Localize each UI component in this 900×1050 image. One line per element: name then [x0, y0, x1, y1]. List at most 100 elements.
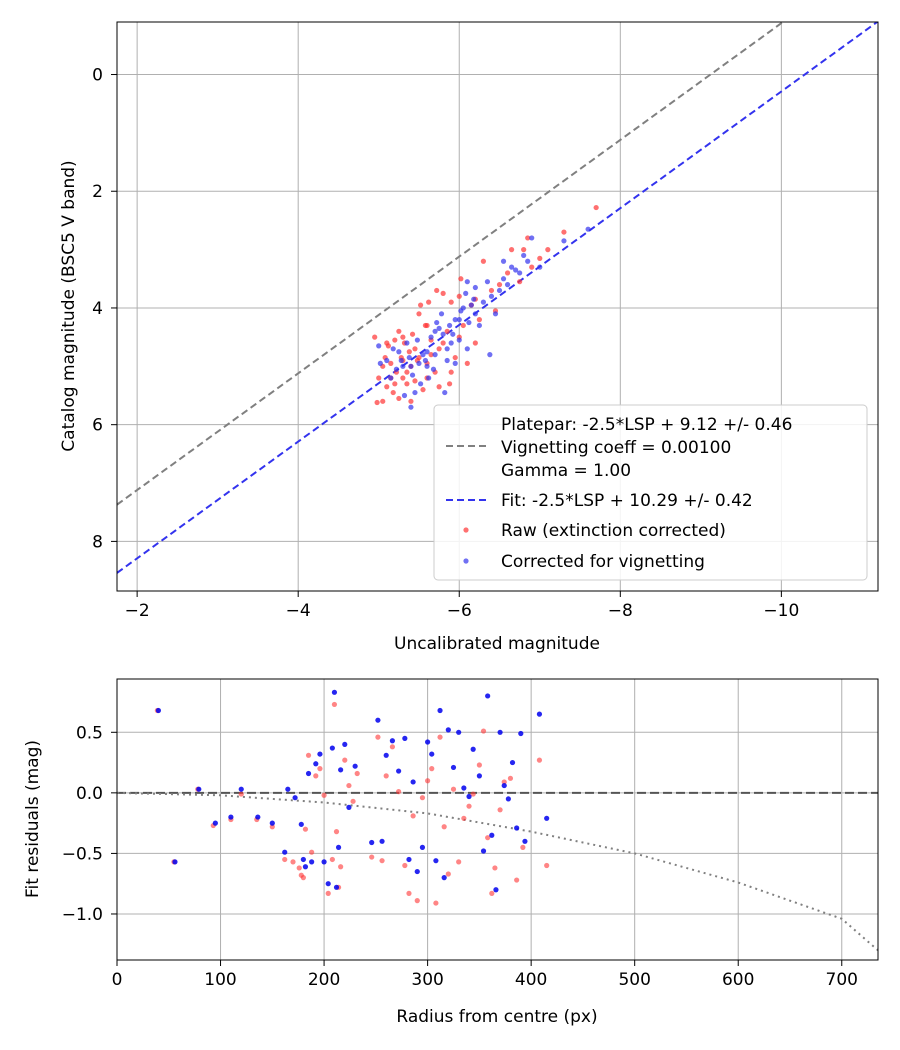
raw-residual-point: [302, 826, 309, 832]
raw-residual-point: [325, 890, 331, 896]
top-x-tick-label: −2: [125, 601, 150, 621]
corrected-residual-point: [338, 767, 344, 773]
top-x-tick-label: −8: [608, 601, 633, 621]
platepar-line: [117, 22, 785, 506]
top-ticks: −2 −4 −6 −8 −10 0 2 4 6 8: [92, 66, 799, 621]
corrected-residual-point: [155, 707, 162, 714]
corrected-point: [404, 340, 410, 346]
corrected-point: [444, 357, 450, 364]
raw-point: [416, 354, 422, 361]
raw-residual-point: [329, 856, 335, 863]
raw-point: [472, 340, 478, 346]
raw-point: [545, 247, 551, 253]
raw-point: [448, 369, 454, 375]
raw-point: [408, 398, 414, 404]
corrected-point: [376, 343, 382, 349]
raw-point: [480, 258, 487, 264]
corrected-point: [448, 340, 454, 346]
corrected-point: [444, 346, 450, 352]
corrected-point: [393, 366, 400, 372]
corrected-residual-point: [331, 689, 338, 695]
top-y-tick-label: 6: [92, 416, 103, 436]
raw-point: [384, 340, 390, 346]
raw-residual-point: [317, 766, 323, 772]
corrected-point: [436, 325, 442, 331]
bottom-x-axis-label: Radius from centre (px): [396, 1007, 597, 1027]
corrected-residual-point: [497, 729, 503, 735]
raw-residual-point: [536, 757, 543, 763]
raw-residual-point: [354, 770, 360, 777]
raw-point: [400, 334, 406, 340]
raw-residual-point: [507, 775, 514, 781]
top-y-tick-label: 2: [92, 182, 103, 202]
raw-residual-point: [305, 752, 312, 758]
corrected-residual-point: [212, 820, 218, 826]
raw-residual-point: [497, 807, 503, 813]
corrected-residual-point: [282, 849, 288, 855]
raw-residual-point: [520, 844, 526, 850]
raw-residual-point: [419, 795, 426, 801]
corrected-residual-point: [505, 796, 511, 802]
corrected-residual-point: [544, 815, 550, 821]
raw-residual-point: [410, 813, 416, 819]
corrected-point: [468, 302, 474, 308]
corrected-residual-point: [375, 717, 381, 723]
raw-point: [392, 337, 398, 343]
raw-point: [372, 334, 378, 340]
corrected-residual-point: [445, 727, 451, 733]
raw-residual-point: [437, 734, 443, 740]
bottom-data-points: [154, 689, 550, 906]
corrected-residual-point: [228, 814, 234, 820]
raw-point: [448, 299, 454, 305]
corrected-point: [406, 354, 412, 361]
raw-point: [412, 346, 418, 352]
legend-box: [433, 404, 868, 581]
raw-residual-point: [402, 862, 408, 869]
top-x-tick-label: −10: [763, 601, 799, 621]
corrected-residual-point: [410, 779, 416, 785]
raw-point: [488, 287, 495, 294]
raw-residual-point: [282, 856, 288, 863]
raw-point: [525, 235, 531, 241]
corrected-point: [464, 279, 470, 285]
corrected-point: [488, 293, 495, 299]
corrected-point: [442, 389, 448, 396]
raw-point: [392, 381, 398, 387]
raw-point: [390, 389, 396, 396]
corrected-residual-point: [489, 832, 495, 838]
corrected-residual-point: [292, 795, 298, 801]
raw-residual-point: [433, 900, 439, 906]
top-y-tick-label: 4: [92, 299, 103, 319]
bottom-reference-lines: [117, 791, 878, 952]
corrected-residual-point: [369, 839, 375, 846]
raw-point: [396, 328, 402, 334]
raw-point: [440, 290, 446, 296]
raw-residual-point: [269, 824, 275, 830]
corrected-point: [525, 258, 531, 264]
corrected-point: [446, 322, 453, 329]
corrected-point: [420, 352, 426, 358]
raw-point: [384, 384, 390, 390]
corrected-residual-point: [518, 730, 524, 737]
corrected-residual-point: [414, 868, 420, 875]
corrected-point: [492, 311, 499, 317]
bottom-x-tick-label: 500: [618, 970, 650, 990]
corrected-residual-point: [433, 858, 439, 864]
corrected-point: [464, 346, 470, 352]
corrected-residual-point: [461, 785, 467, 791]
corrected-residual-point: [522, 838, 528, 844]
corrected-residual-point: [352, 763, 358, 769]
raw-point: [400, 375, 406, 381]
corrected-residual-point: [396, 768, 402, 774]
top-y-axis-label: Catalog magnitude (BSC5 V band): [59, 160, 79, 451]
corrected-residual-point: [485, 693, 491, 699]
corrected-residual-point: [429, 751, 435, 757]
corrected-residual-point: [335, 844, 342, 850]
corrected-point: [517, 270, 523, 276]
corrected-residual-point: [305, 770, 312, 777]
corrected-residual-point: [437, 707, 443, 714]
raw-residual-point: [514, 877, 520, 883]
bottom-plot-frame: [116, 678, 879, 961]
bottom-x-tick-label: 100: [204, 970, 236, 990]
raw-point: [521, 247, 527, 253]
